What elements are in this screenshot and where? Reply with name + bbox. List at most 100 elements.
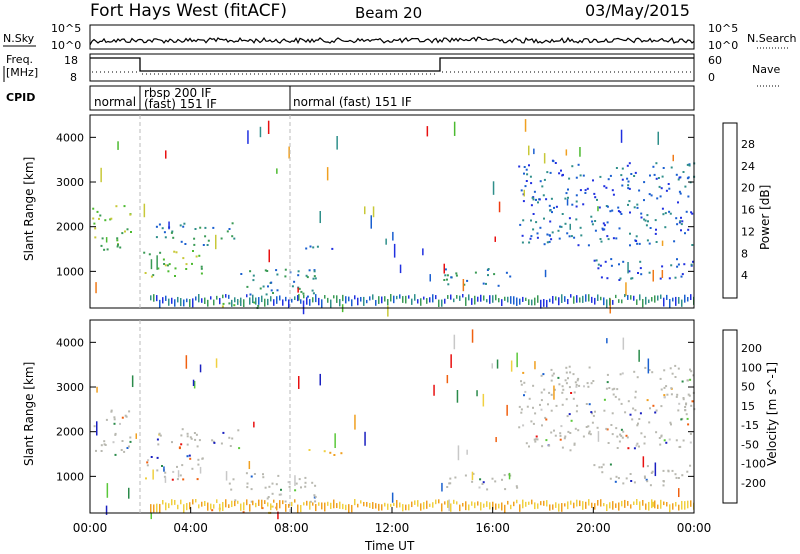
scatter-cell <box>584 189 587 192</box>
scatter-cell <box>284 275 287 278</box>
ground-band-cell <box>402 296 404 303</box>
ground-band-cell <box>222 294 224 299</box>
ground-band-cell <box>390 294 392 302</box>
ground-band-cell <box>258 499 260 506</box>
ground-band-cell <box>276 502 278 511</box>
scatter-cell <box>521 234 524 237</box>
scatter-streak <box>387 305 389 317</box>
scatter-cell <box>526 405 529 408</box>
scatter-streak <box>150 512 152 520</box>
scatter-cell <box>582 203 585 206</box>
ground-band-cell <box>234 500 236 507</box>
ground-band-cell <box>567 299 569 305</box>
scatter-cell <box>539 226 542 229</box>
scatter-cell <box>603 224 606 227</box>
scatter-cell <box>127 445 130 448</box>
ground-band-cell <box>663 297 665 307</box>
scatter-cell <box>530 204 533 207</box>
scatter-cell <box>665 441 668 444</box>
scatter-cell <box>542 194 545 197</box>
scatter-streak <box>326 167 329 181</box>
scatter-cell <box>568 235 571 238</box>
scatter-cell <box>505 271 508 274</box>
ground-band-cell <box>267 298 269 306</box>
scatter-cell <box>159 434 162 437</box>
scatter-cell <box>524 185 527 188</box>
scatter-cell <box>546 233 549 236</box>
scatter-cell <box>596 198 598 201</box>
scatter-cell <box>646 399 649 402</box>
ground-band-cell <box>330 299 332 308</box>
scatter-streak <box>482 393 485 407</box>
ground-band-cell <box>354 499 356 506</box>
ground-band-cell <box>558 297 560 306</box>
scatter-cell <box>599 264 602 267</box>
y-tick-label: 2000 <box>56 221 84 234</box>
ground-band-cell <box>339 299 341 307</box>
scatter-cell <box>626 436 629 439</box>
ground-band-cell <box>441 503 443 512</box>
ground-band-cell <box>192 298 194 308</box>
ground-band-cell <box>219 503 221 512</box>
ground-band-cell <box>612 501 614 510</box>
scatter-cell <box>103 440 106 443</box>
scatter-cell <box>186 455 189 458</box>
colorbar-tick-label: 8 <box>741 247 748 260</box>
scatter-cell <box>293 280 296 283</box>
ground-band-cell <box>408 504 410 511</box>
scatter-cell <box>594 229 597 232</box>
scatter-cell <box>627 184 630 187</box>
scatter-cell <box>648 193 651 196</box>
velocity-colorbar-label: Velocity [m s^-1] <box>765 362 779 466</box>
scatter-cell <box>614 480 617 483</box>
ground-band-cell <box>498 503 500 509</box>
ground-band-cell <box>279 500 281 509</box>
scatter-cell <box>606 235 609 238</box>
scatter-cell <box>584 192 587 194</box>
ground-band-cell <box>480 294 482 302</box>
ground-band-cell <box>264 500 266 505</box>
scatter-streak <box>298 376 300 389</box>
scatter-cell <box>164 264 167 267</box>
scatter-streak <box>622 337 625 350</box>
scatter-streak <box>392 231 394 241</box>
ground-band-cell <box>642 499 644 506</box>
scatter-cell <box>246 486 249 489</box>
scatter-streak <box>533 148 535 155</box>
scatter-cell <box>99 214 102 217</box>
freq-panel: Freq. [MHz] 18 8 60 0 Nave <box>3 53 780 87</box>
scatter-cell <box>640 273 643 276</box>
ground-band-cell <box>633 501 635 506</box>
scatter-cell <box>588 403 591 406</box>
scatter-cell <box>522 371 525 374</box>
scatter-cell <box>98 217 100 220</box>
scatter-cell <box>621 167 624 170</box>
scatter-cell <box>481 483 484 485</box>
scatter-cell <box>577 244 580 247</box>
scatter-streak <box>426 126 429 137</box>
scatter-streak <box>466 449 468 455</box>
ground-band-cell <box>588 499 590 506</box>
ground-band-cell <box>486 299 488 303</box>
scatter-cell <box>636 442 639 445</box>
ground-band-cell <box>672 503 674 510</box>
scatter-cell <box>265 293 268 296</box>
scatter-cell <box>688 163 691 166</box>
ground-band-cell <box>249 297 251 305</box>
scatter-cell <box>610 264 613 267</box>
scatter-cell <box>297 270 300 273</box>
ground-band-cell <box>246 499 248 506</box>
ground-band-cell <box>240 297 242 306</box>
scatter-cell <box>663 439 666 442</box>
scatter-cell <box>662 480 665 483</box>
ground-band-cell <box>642 299 644 308</box>
scatter-cell <box>487 274 489 277</box>
colorbar-tick-label: 12 <box>741 225 755 238</box>
scatter-cell <box>635 240 638 242</box>
colorbar-tick-label: 15 <box>741 400 755 413</box>
scatter-cell <box>679 192 682 195</box>
nave-tick-top: 60 <box>708 54 722 67</box>
ground-band-cell <box>585 294 587 302</box>
ground-band-cell <box>639 501 641 511</box>
scatter-cell <box>638 242 641 245</box>
